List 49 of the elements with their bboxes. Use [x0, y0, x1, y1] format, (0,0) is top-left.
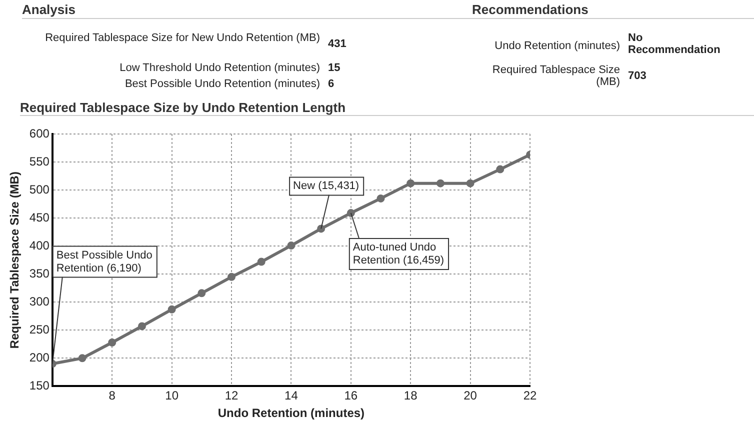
point [406, 179, 415, 188]
annotation: Auto-tuned Undo Retention (16,459) [352, 242, 444, 267]
y-tick-label: 450 [29, 210, 50, 224]
x-tick-label: 22 [523, 388, 537, 403]
text: 703 [628, 70, 648, 82]
y-tick-label: 200 [29, 350, 50, 364]
point [436, 179, 444, 188]
y-tick-label: 150 [29, 378, 50, 393]
y-tick-label: 250 [29, 322, 50, 336]
y-tick-label: 400 [29, 238, 50, 252]
y-tick-label: 600 [29, 126, 50, 140]
chart-title: Required Tablespace Size by Undo Retention Length [20, 100, 754, 116]
text: Undo Retention (minutes) [494, 40, 620, 52]
y-axis-title: Required Tablespace Size (MB) [8, 172, 22, 349]
annotation: Best Possible Undo Retention (6,190) [56, 249, 152, 274]
x-tick-label: 20 [464, 388, 478, 403]
y-tick-label: 350 [29, 266, 50, 280]
point [198, 289, 206, 298]
x-tick-label: 12 [224, 388, 239, 403]
point [228, 272, 236, 281]
text: Best Possible Undo Retention (minutes) [124, 78, 320, 90]
point [168, 305, 176, 314]
y-tick-label: 300 [29, 294, 50, 308]
point [466, 179, 474, 188]
text: Required Tablespace Size for New Undo Retention (MB) [44, 32, 320, 44]
point [376, 194, 385, 202]
text: 431 [328, 38, 348, 50]
x-tick-label: 18 [404, 388, 418, 403]
point [138, 322, 146, 330]
x-axis-title: Undo Retention (minutes) [218, 406, 365, 420]
point [108, 338, 116, 346]
point [257, 258, 266, 266]
text: Analysis [22, 2, 472, 19]
y-tick-label: 500 [29, 182, 50, 196]
text: No Recommendation [628, 32, 722, 56]
y-tick-label: 550 [29, 154, 50, 168]
text: Low Threshold Undo Retention (minutes) [118, 62, 320, 74]
text: 6 [328, 78, 336, 90]
point [496, 165, 504, 174]
text: Recommendations [472, 2, 754, 19]
x-tick-label: 8 [108, 388, 116, 403]
text: Required Tablespace Size (MB) [491, 64, 620, 88]
point [287, 242, 296, 250]
x-tick-label: 10 [165, 388, 179, 403]
point [78, 354, 86, 362]
x-tick-label: 16 [344, 388, 358, 403]
text: 15 [328, 62, 342, 74]
x-tick-label: 14 [284, 388, 298, 403]
annotation: New (15,431) [293, 180, 360, 192]
